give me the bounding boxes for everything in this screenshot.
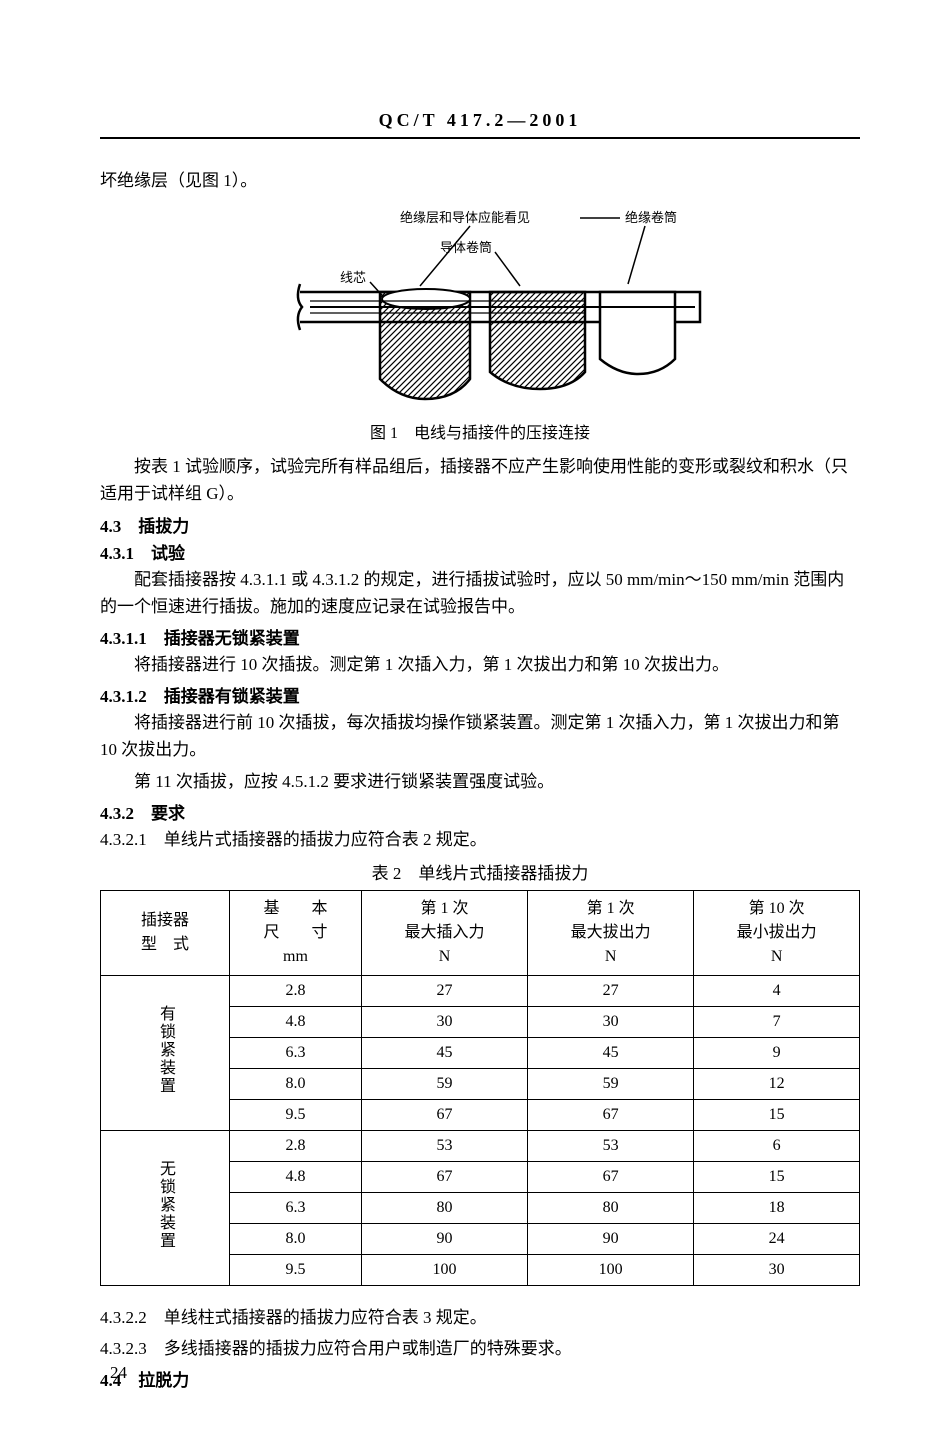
- cell: 67: [361, 1161, 527, 1192]
- cell: 53: [528, 1130, 694, 1161]
- cell: 30: [694, 1254, 860, 1285]
- cell: 67: [528, 1161, 694, 1192]
- cell: 12: [694, 1068, 860, 1099]
- cell: 80: [361, 1192, 527, 1223]
- cell: 9.5: [230, 1254, 362, 1285]
- fig1-label-ins-wrap: 绝缘卷筒: [625, 210, 677, 225]
- cell: 90: [361, 1223, 527, 1254]
- sec-4-3: 4.3 插拔力: [100, 512, 860, 537]
- fig1-label-core: 线芯: [340, 270, 366, 285]
- sec-4-3-1-2: 4.3.1.2 插接器有锁紧装置: [100, 682, 860, 707]
- cell: 67: [361, 1099, 527, 1130]
- intro-text: 坏绝缘层（见图 1）。: [100, 167, 860, 194]
- th-size: 基 本 尺 寸 mm: [230, 890, 362, 975]
- cell: 53: [361, 1130, 527, 1161]
- sec-4-3-2-1: 4.3.2.1 单线片式插接器的插拔力应符合表 2 规定。: [100, 826, 860, 853]
- document-header: QC/T 417.2—2001: [100, 110, 860, 139]
- table-row: 有锁紧装置2.827274: [101, 975, 860, 1006]
- para-after-fig: 按表 1 试验顺序，试验完所有样品组后，插接器不应产生影响使用性能的变形或裂纹和…: [100, 453, 860, 507]
- cell: 80: [528, 1192, 694, 1223]
- group-label: 无锁紧装置: [101, 1130, 230, 1285]
- cell: 2.8: [230, 975, 362, 1006]
- sec-4-3-1: 4.3.1 试验: [100, 539, 860, 564]
- cell: 30: [361, 1006, 527, 1037]
- cell: 15: [694, 1161, 860, 1192]
- cell: 8.0: [230, 1068, 362, 1099]
- sec-4-3-1-1: 4.3.1.1 插接器无锁紧装置: [100, 624, 860, 649]
- th-in1: 第 1 次 最大插入力 N: [361, 890, 527, 975]
- cell: 9.5: [230, 1099, 362, 1130]
- sec-4-3-1-2-text2: 第 11 次插拔，应按 4.5.1.2 要求进行锁紧装置强度试验。: [100, 768, 860, 795]
- cell: 59: [361, 1068, 527, 1099]
- cell: 27: [528, 975, 694, 1006]
- th-out10: 第 10 次 最小拔出力 N: [694, 890, 860, 975]
- figure-1: 绝缘层和导体应能看见 绝缘卷筒 导体卷筒 线芯: [100, 204, 860, 409]
- sec-4-3-1-text: 配套插接器按 4.3.1.1 或 4.3.1.2 的规定，进行插拔试验时，应以 …: [100, 566, 860, 620]
- cell: 24: [694, 1223, 860, 1254]
- fig1-label-layer: 绝缘层和导体应能看见: [400, 210, 530, 225]
- cell: 9: [694, 1037, 860, 1068]
- sec-4-3-1-2-text1: 将插接器进行前 10 次插拔，每次插拔均操作锁紧装置。测定第 1 次插入力，第 …: [100, 709, 860, 763]
- cell: 6.3: [230, 1192, 362, 1223]
- cell: 7: [694, 1006, 860, 1037]
- cell: 4: [694, 975, 860, 1006]
- group-label: 有锁紧装置: [101, 975, 230, 1130]
- cell: 8.0: [230, 1223, 362, 1254]
- cell: 18: [694, 1192, 860, 1223]
- cell: 45: [361, 1037, 527, 1068]
- cell: 45: [528, 1037, 694, 1068]
- table-row: 无锁紧装置2.853536: [101, 1130, 860, 1161]
- cell: 4.8: [230, 1006, 362, 1037]
- sec-4-3-1-1-text: 将插接器进行 10 次插拔。测定第 1 次插入力，第 1 次拔出力和第 10 次…: [100, 651, 860, 678]
- sec-4-3-2-3: 4.3.2.3 多线插接器的插拔力应符合用户或制造厂的特殊要求。: [100, 1335, 860, 1362]
- table-2-caption: 表 2 单线片式插接器插拔力: [100, 859, 860, 884]
- cell: 30: [528, 1006, 694, 1037]
- cell: 15: [694, 1099, 860, 1130]
- cell: 100: [361, 1254, 527, 1285]
- cell: 67: [528, 1099, 694, 1130]
- sec-4-4: 4.4 拉脱力: [100, 1366, 860, 1391]
- cell: 59: [528, 1068, 694, 1099]
- cell: 2.8: [230, 1130, 362, 1161]
- cell: 6.3: [230, 1037, 362, 1068]
- th-type: 插接器 型 式: [101, 890, 230, 975]
- figure-1-caption: 图 1 电线与插接件的压接连接: [100, 419, 860, 443]
- sec-4-3-2: 4.3.2 要求: [100, 799, 860, 824]
- fig1-label-cond-wrap: 导体卷筒: [440, 240, 492, 255]
- sec-4-3-2-2: 4.3.2.2 单线柱式插接器的插拔力应符合表 3 规定。: [100, 1304, 860, 1331]
- cell: 90: [528, 1223, 694, 1254]
- table-2: 插接器 型 式 基 本 尺 寸 mm 第 1 次 最大插入力 N 第 1 次 最…: [100, 890, 860, 1286]
- cell: 4.8: [230, 1161, 362, 1192]
- cell: 6: [694, 1130, 860, 1161]
- cell: 100: [528, 1254, 694, 1285]
- cell: 27: [361, 975, 527, 1006]
- th-out1: 第 1 次 最大拔出力 N: [528, 890, 694, 975]
